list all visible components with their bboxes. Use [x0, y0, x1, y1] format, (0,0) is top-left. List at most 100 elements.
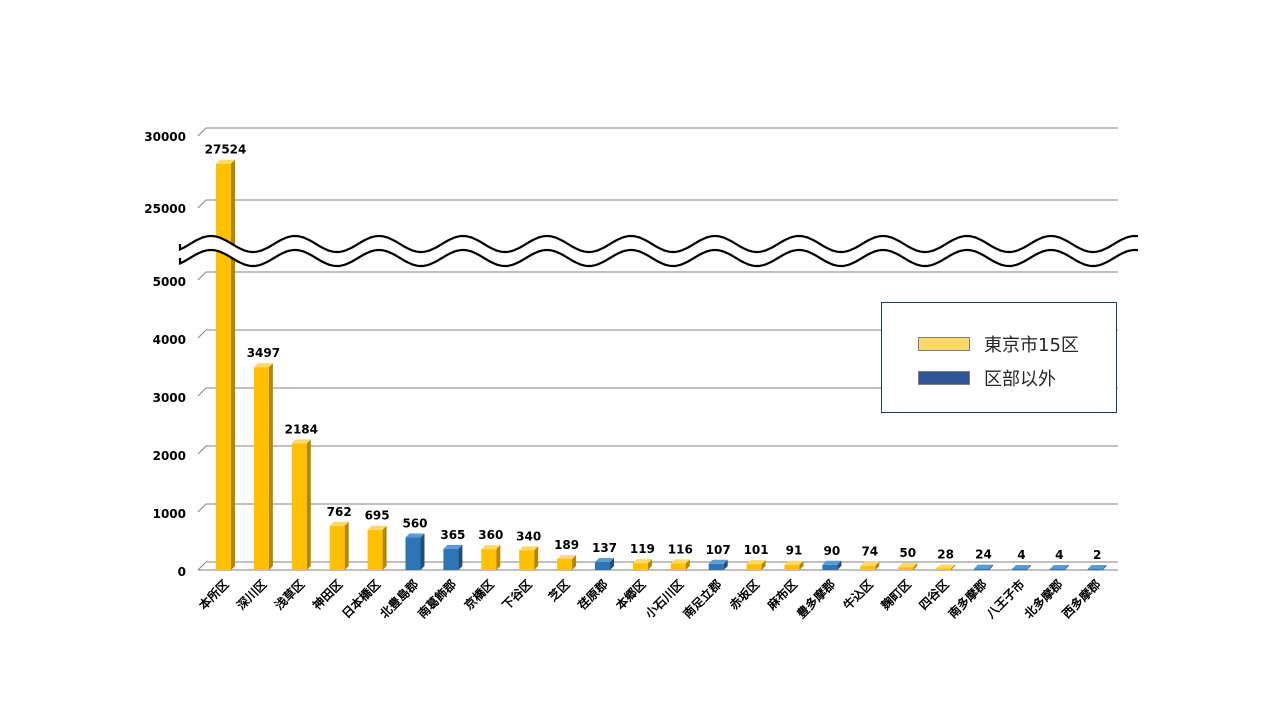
y-tick-label: 0 [178, 565, 186, 579]
category-label: 南足立郡 [680, 577, 725, 622]
bar-top [595, 558, 614, 563]
gridline-depth [197, 445, 207, 455]
gridline-depth [197, 329, 207, 339]
bar-日本橋区 [367, 529, 383, 570]
data-label: 365 [440, 528, 465, 542]
data-label: 24 [975, 548, 992, 562]
bar-麹町区 [898, 567, 914, 570]
bar-本所区 [216, 163, 231, 570]
bar-top [291, 439, 311, 444]
bar-小石川区 [670, 563, 686, 570]
data-label: 28 [937, 547, 954, 561]
category-label: 麻布区 [763, 577, 800, 614]
bar-下谷区 [519, 550, 535, 570]
bar-side [1064, 565, 1069, 570]
bar-top [405, 533, 425, 538]
bar-top [1049, 565, 1069, 569]
gridline-depth [197, 387, 207, 397]
bar-神田区 [329, 525, 345, 570]
bar-top [860, 561, 880, 566]
data-label: 2184 [285, 422, 318, 436]
category-label: 小石川区 [642, 577, 687, 622]
category-label: 南多摩郡 [945, 577, 990, 622]
bar-本郷区 [632, 563, 648, 570]
bar-top [746, 560, 766, 565]
data-label: 695 [365, 509, 390, 523]
category-label: 下谷区 [499, 577, 535, 613]
data-label: 3497 [247, 346, 280, 360]
bar-side [420, 533, 425, 570]
category-label: 神田区 [309, 577, 345, 613]
bar-side [306, 439, 311, 570]
bar-side [534, 546, 539, 570]
bar-芝区 [557, 559, 573, 570]
gridline-depth [197, 127, 207, 137]
bar-top [670, 559, 690, 564]
data-label: 91 [786, 544, 803, 558]
category-label: 荏原郡 [575, 577, 611, 613]
category-label: 本郷区 [612, 577, 648, 613]
bar-top [329, 521, 349, 526]
category-label: 深川区 [233, 577, 269, 613]
data-label: 4 [1017, 548, 1025, 562]
bar-top [253, 363, 273, 368]
bar-side [268, 363, 273, 570]
data-label: 50 [899, 546, 916, 560]
y-tick-label: 25000 [144, 202, 186, 216]
bar-麻布区 [784, 564, 800, 570]
axis-break-line-top [178, 234, 1139, 254]
legend-label-tokyo15: 東京市15区 [984, 335, 1079, 356]
bar-top [784, 560, 804, 565]
bar-side [647, 559, 652, 570]
bar-豊多摩郡 [822, 564, 838, 570]
bar-side [837, 560, 842, 570]
bar-side [989, 564, 993, 570]
axis-break-line-bottom [178, 248, 1139, 268]
bar-side [382, 525, 387, 570]
bar-北豊島郡 [405, 537, 421, 570]
data-label: 116 [668, 542, 693, 556]
data-label: 74 [861, 545, 878, 559]
category-label: 芝区 [545, 577, 573, 605]
bar-top [557, 555, 577, 560]
gridline-depth [197, 199, 207, 209]
y-tick-label: 1000 [153, 507, 186, 521]
bar-side [913, 563, 918, 570]
data-label: 27524 [205, 143, 247, 157]
data-label: 340 [516, 529, 541, 543]
bar-side [344, 521, 349, 570]
bar-top [443, 544, 463, 549]
y-tick-label: 5000 [153, 275, 186, 289]
category-label: 南葛飾郡 [414, 577, 459, 622]
bar-八王子市 [1011, 569, 1027, 570]
bar-side [458, 544, 463, 570]
bar-side [761, 560, 766, 570]
bar-side [496, 545, 501, 570]
data-label: 560 [402, 517, 427, 531]
bar-side [1026, 565, 1031, 570]
category-label: 赤坂区 [726, 577, 762, 613]
category-label: 京橋区 [461, 577, 497, 613]
gridline-depth [197, 271, 207, 281]
legend-swatch-outside [918, 371, 970, 385]
bar-top [367, 525, 387, 530]
category-label: 北多摩郡 [1021, 577, 1066, 622]
bar-深川区 [253, 367, 269, 570]
category-label: 四谷区 [916, 577, 952, 613]
legend-label-outside: 区部以外 [984, 369, 1056, 390]
bar-side [799, 560, 804, 570]
bar-top [822, 560, 842, 565]
category-label: 日本橋区 [339, 577, 384, 622]
data-label: 137 [592, 541, 617, 555]
category-label: 西多摩郡 [1059, 577, 1104, 622]
data-label: 101 [744, 543, 769, 557]
y-tick-label: 2000 [153, 449, 186, 463]
bar-top [632, 559, 652, 564]
bar-荏原郡 [595, 562, 610, 570]
bar-side [572, 555, 577, 570]
y-tick-label: 3000 [153, 391, 186, 405]
bar-side [951, 564, 956, 570]
bar-南多摩郡 [974, 568, 989, 570]
bar-top [974, 564, 993, 569]
